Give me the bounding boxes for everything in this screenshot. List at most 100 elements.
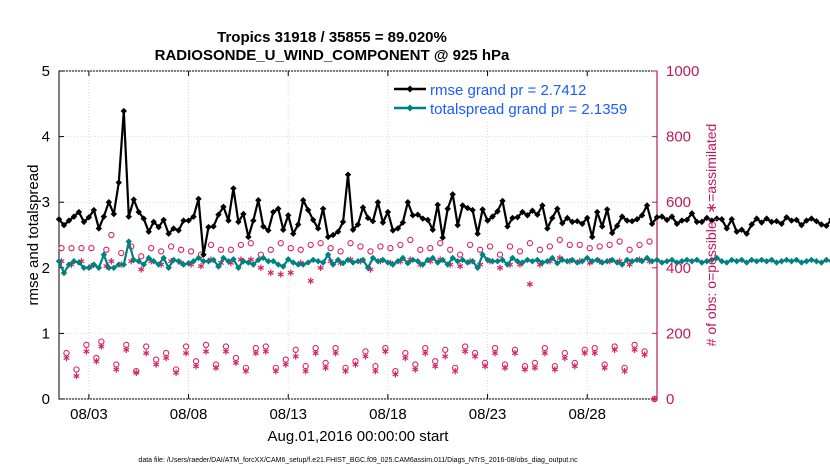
series-point-totalspread <box>210 256 217 264</box>
y-tick-label-left: 5 <box>42 63 50 80</box>
obs-assimilated-marker <box>138 266 145 273</box>
obs-possible-marker <box>427 244 434 252</box>
obs-possible-marker <box>68 244 75 252</box>
obs-possible-marker <box>496 251 504 258</box>
series-point-rmse <box>803 217 810 224</box>
series-point-rmse <box>160 216 167 224</box>
series-point-totalspread <box>613 259 621 266</box>
series-point-rmse <box>594 208 601 216</box>
series-point-totalspread <box>354 258 362 265</box>
series-point-totalspread <box>105 264 113 271</box>
series-point-rmse <box>324 233 332 241</box>
y-tick-label-left: 3 <box>42 194 50 211</box>
series-lines <box>55 107 830 277</box>
obs-assimilated-marker <box>242 367 249 375</box>
obs-possible-marker <box>177 246 185 253</box>
obs-possible-marker <box>337 248 344 255</box>
obs-assimilated-marker <box>272 367 279 375</box>
series-point-rmse <box>514 214 521 221</box>
obs-possible-marker <box>118 249 125 257</box>
series-point-totalspread <box>235 264 242 271</box>
series-point-rmse <box>155 223 162 231</box>
series-point-totalspread <box>698 259 706 266</box>
series-point-totalspread <box>90 261 98 268</box>
obs-possible-marker <box>417 246 424 253</box>
series-point-rmse <box>773 218 780 225</box>
series-point-rmse <box>474 230 481 237</box>
obs-possible-marker <box>646 238 653 245</box>
obs-possible-marker <box>367 248 374 255</box>
series-point-rmse <box>708 217 716 224</box>
series-point-totalspread <box>683 256 691 264</box>
series-point-rmse <box>598 223 606 230</box>
obs-assimilated-marker <box>551 366 558 373</box>
obs-possible-marker <box>576 241 583 248</box>
series-point-rmse <box>354 221 362 228</box>
obs-assimilated-marker <box>202 348 210 355</box>
series-point-totalspread <box>165 264 172 271</box>
series-point-rmse <box>723 225 730 232</box>
obs-possible-marker <box>158 248 165 255</box>
series-point-rmse <box>314 225 322 232</box>
series-point-totalspread <box>309 256 317 264</box>
series-point-totalspread <box>484 256 491 264</box>
series-point-rmse <box>55 216 63 223</box>
series-point-rmse <box>758 219 765 226</box>
obs-possible-marker <box>247 240 255 247</box>
series-point-totalspread <box>728 256 735 264</box>
obs-assimilated-marker <box>83 348 90 355</box>
series-point-rmse <box>768 218 775 226</box>
x-tick-label: 08/18 <box>369 406 407 423</box>
obs-possible-marker <box>277 240 284 247</box>
series-point-rmse <box>683 216 691 224</box>
series-point-rmse <box>250 217 257 224</box>
obs-possible-marker <box>108 231 115 239</box>
series-point-totalspread <box>469 258 476 265</box>
series-point-totalspread <box>424 256 431 264</box>
series-point-rmse <box>449 191 456 198</box>
obs-possible-marker <box>397 241 404 248</box>
plot-area <box>58 70 658 400</box>
series-point-rmse <box>225 217 232 224</box>
series-point-totalspread <box>324 251 332 258</box>
series-point-rmse <box>384 208 392 216</box>
series-point-rmse <box>638 212 646 219</box>
obs-assimilated-marker <box>257 264 264 271</box>
obs-possible-marker <box>476 246 484 253</box>
series-point-totalspread <box>803 258 810 265</box>
series-point-rmse <box>120 107 127 115</box>
series-point-totalspread <box>60 269 68 277</box>
series-point-rmse <box>499 197 506 205</box>
series-point-totalspread <box>479 251 486 258</box>
grid <box>59 70 657 400</box>
legend-totalspread-marker <box>406 104 414 112</box>
series-point-rmse <box>798 221 805 229</box>
chart-title-line1: Tropics 31918 / 35855 = 89.020% <box>217 29 447 46</box>
series-point-totalspread <box>334 256 342 264</box>
obs-possible-marker <box>138 253 145 260</box>
series-point-totalspread <box>280 263 287 270</box>
series-point-totalspread <box>673 259 681 266</box>
series-point-totalspread <box>688 258 696 265</box>
series-point-totalspread <box>329 261 337 268</box>
y-axis-label-left: rmse and totalspread <box>25 165 42 306</box>
series-point-totalspread <box>100 251 108 258</box>
series-point-totalspread <box>783 256 790 264</box>
series-point-rmse <box>309 216 317 224</box>
series-point-rmse <box>339 218 347 226</box>
data-file-footnote: data file: /Users/raeder/DAI/ATM_forcXX/… <box>138 457 578 464</box>
series-point-totalspread <box>539 259 546 266</box>
series-point-totalspread <box>295 261 302 268</box>
obs-possible-marker <box>546 243 554 250</box>
series-point-rmse <box>85 214 93 221</box>
series-point-rmse <box>589 233 596 241</box>
legend-rmse-marker <box>406 85 414 93</box>
series-point-totalspread <box>135 258 142 265</box>
obs-assimilated-marker <box>452 367 459 375</box>
y-tick-label-left: 4 <box>42 129 50 146</box>
series-point-rmse <box>564 214 571 222</box>
series-point-totalspread <box>125 238 132 245</box>
obs-assimilated-marker <box>98 343 105 350</box>
obs-assimilated-marker <box>581 349 588 357</box>
series-point-totalspread <box>489 258 496 265</box>
